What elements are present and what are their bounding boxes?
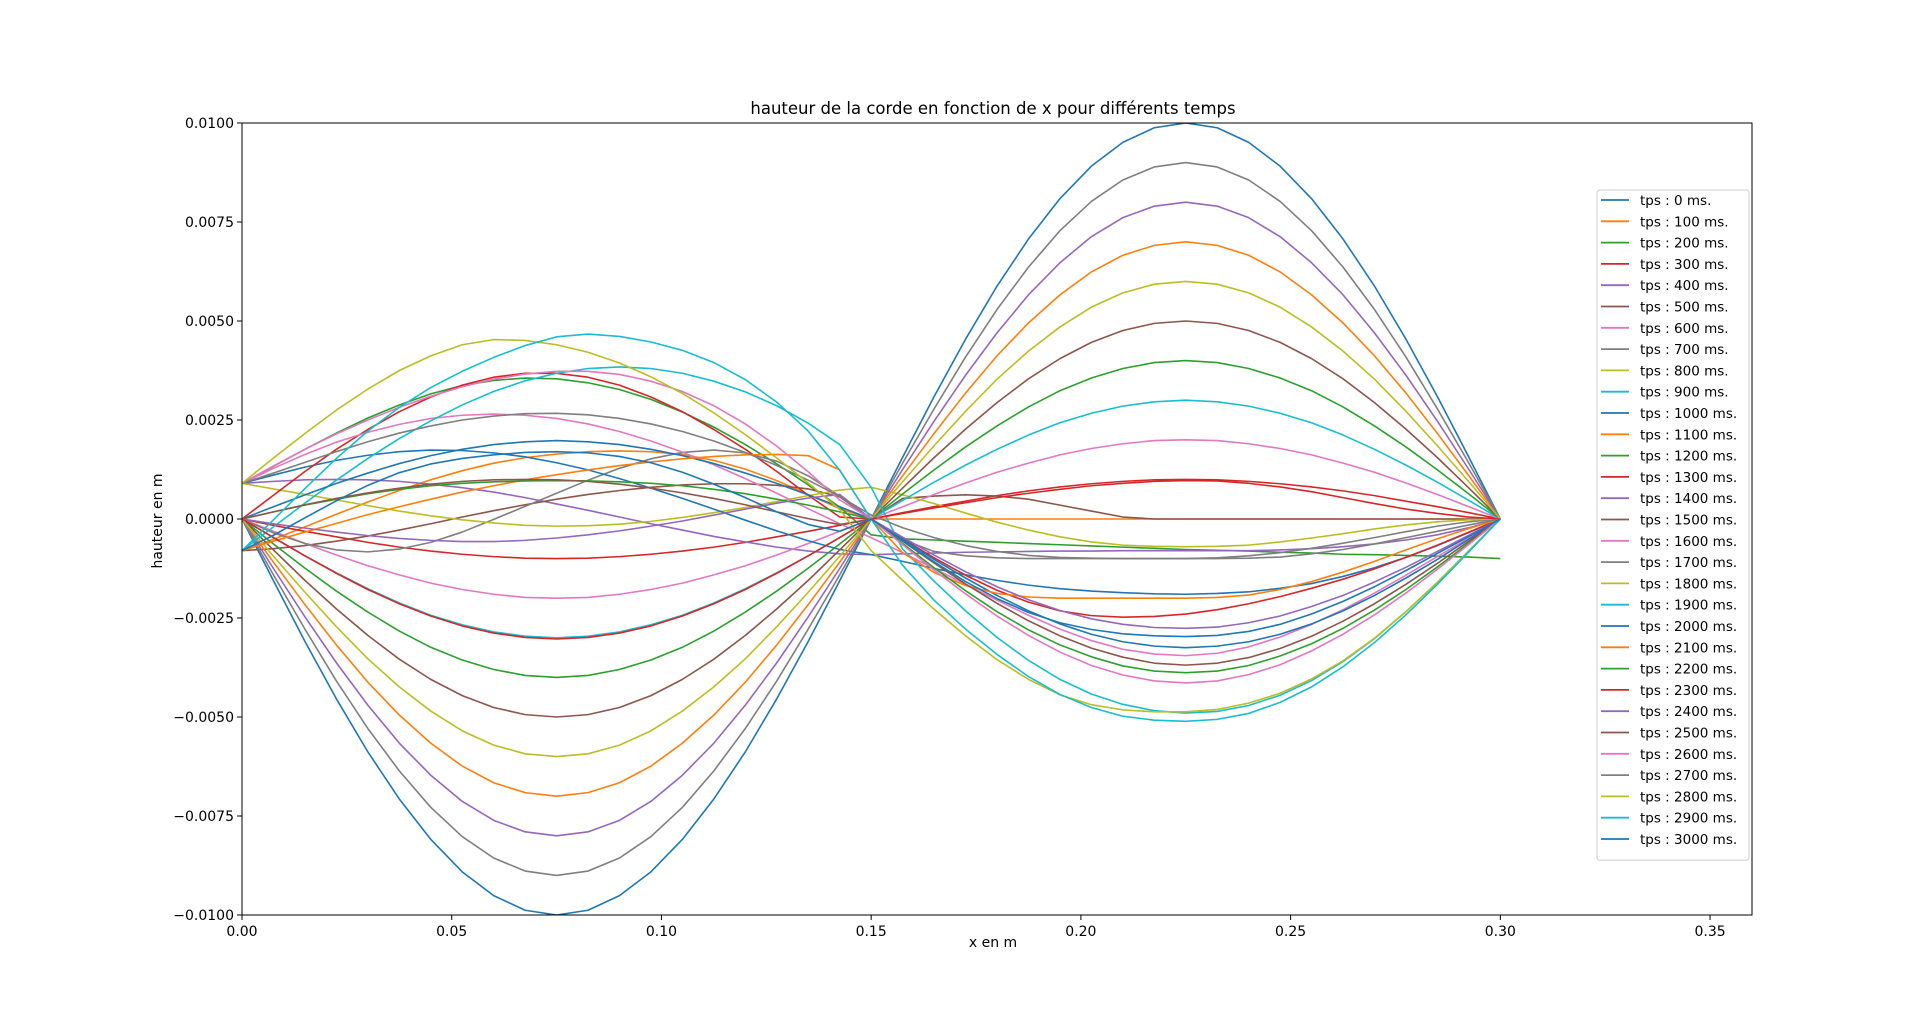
- legend-label: tps : 2600 ms.: [1640, 747, 1737, 763]
- legend-label: tps : 1000 ms.: [1640, 406, 1737, 422]
- plot-area: [242, 123, 1502, 915]
- legend-label: tps : 500 ms.: [1640, 300, 1729, 316]
- legend-label: tps : 1900 ms.: [1640, 598, 1737, 614]
- x-tick-label: 0.15: [856, 924, 887, 940]
- y-tick-label: −0.0025: [173, 611, 234, 627]
- legend-label: tps : 700 ms.: [1640, 342, 1729, 358]
- legend-label: tps : 1200 ms.: [1640, 449, 1737, 465]
- y-tick-label: 0.0050: [185, 314, 234, 330]
- legend-label: tps : 2400 ms.: [1640, 704, 1737, 720]
- x-tick-label: 0.25: [1275, 924, 1306, 940]
- legend-label: tps : 1700 ms.: [1640, 555, 1737, 571]
- x-tick-label: 0.30: [1485, 924, 1516, 940]
- legend-label: tps : 3000 ms.: [1640, 832, 1737, 848]
- axes: 0.00 0.05 0.10 0.15 0.20 0.25 0.30 0.35 −0.0100 −…: [173, 116, 1753, 940]
- x-tick-label: 0.20: [1065, 924, 1096, 940]
- x-tick-label: 0.05: [436, 924, 467, 940]
- series-line: [242, 413, 1501, 657]
- series-line: [242, 450, 1501, 638]
- x-tick-label: 0.00: [226, 924, 257, 940]
- legend-label: tps : 1600 ms.: [1640, 534, 1737, 550]
- legend-label: tps : 1800 ms.: [1640, 576, 1737, 592]
- legend: tps : 0 ms. tps : 100 ms. tps : 200 ms. tps…: [1596, 189, 1750, 861]
- legend-label: tps : 1100 ms.: [1640, 427, 1737, 443]
- x-axis-label: x en m: [969, 935, 1017, 951]
- legend-label: tps : 2100 ms.: [1640, 640, 1737, 656]
- legend-label: tps : 1300 ms.: [1640, 470, 1737, 486]
- y-tick-label: 0.0100: [185, 116, 234, 132]
- series-lines: [242, 123, 1502, 915]
- legend-label: tps : 1500 ms.: [1640, 513, 1737, 529]
- x-tick-label: 0.10: [646, 924, 677, 940]
- series-line: [242, 366, 1501, 714]
- legend-label: tps : 2200 ms.: [1640, 662, 1737, 678]
- legend-label: tps : 600 ms.: [1640, 321, 1729, 337]
- legend-label: tps : 400 ms.: [1640, 278, 1729, 294]
- legend-label: tps : 200 ms.: [1640, 236, 1729, 252]
- legend-label: tps : 2900 ms.: [1640, 811, 1737, 827]
- y-tick-label: 0.0025: [185, 413, 234, 429]
- y-axis-label: hauteur en m: [150, 473, 166, 568]
- legend-label: tps : 2800 ms.: [1640, 789, 1737, 805]
- legend-label: tps : 2000 ms.: [1640, 619, 1737, 635]
- legend-label: tps : 1400 ms.: [1640, 491, 1737, 507]
- y-tick-label: −0.0050: [173, 710, 234, 726]
- legend-label: tps : 2300 ms.: [1640, 683, 1737, 699]
- legend-label: tps : 100 ms.: [1640, 214, 1729, 230]
- y-tick-label: 0.0075: [185, 215, 234, 231]
- legend-label: tps : 900 ms.: [1640, 385, 1729, 401]
- legend-label: tps : 300 ms.: [1640, 257, 1729, 273]
- legend-label: tps : 2700 ms.: [1640, 768, 1737, 784]
- y-tick-label: −0.0100: [173, 908, 234, 924]
- chart-title: hauteur de la corde en fonction de x pou…: [750, 99, 1235, 118]
- y-tick-label: 0.0000: [185, 512, 234, 528]
- legend-label: tps : 0 ms.: [1640, 193, 1711, 209]
- legend-label: tps : 2500 ms.: [1640, 726, 1737, 742]
- legend-label: tps : 800 ms.: [1640, 363, 1729, 379]
- series-line: [242, 412, 1501, 560]
- y-tick-label: −0.0075: [173, 809, 234, 825]
- legend-box: [1596, 189, 1750, 861]
- series-line: [242, 338, 1501, 713]
- x-tick-label: 0.35: [1694, 924, 1725, 940]
